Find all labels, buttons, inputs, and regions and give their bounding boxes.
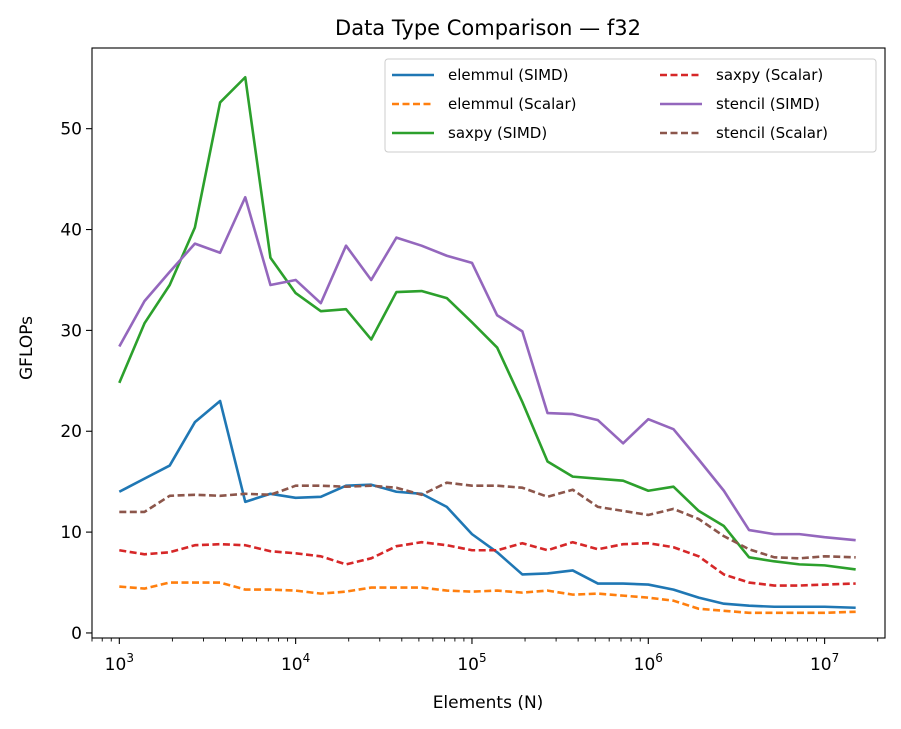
x-tick-label: 103: [105, 651, 134, 675]
x-tick-label: 104: [281, 651, 310, 675]
series-line-2: [118, 75, 856, 571]
y-axis: 0 10 20 30 40 50: [60, 120, 92, 644]
plot-area: [91, 47, 886, 639]
legend-label-3: saxpy (Scalar): [716, 66, 823, 84]
y-tick-label: 0: [71, 624, 82, 644]
chart-title: Data Type Comparison — f32: [335, 16, 641, 40]
series-line-5: [119, 481, 856, 560]
x-tick-label: 106: [634, 651, 663, 675]
legend: elemmul (SIMD) elemmul (Scalar) saxpy (SIM…: [384, 58, 877, 153]
y-tick-label: 30: [60, 321, 82, 341]
x-axis-title: Elements (N): [433, 693, 544, 713]
series-line-3: [119, 540, 856, 587]
legend-label-0: elemmul (SIMD): [448, 66, 568, 84]
legend-label-2: saxpy (SIMD): [448, 124, 547, 142]
legend-box: [384, 58, 877, 153]
y-tick-label: 10: [60, 523, 82, 543]
y-tick-label: 40: [60, 221, 82, 241]
legend-label-4: stencil (SIMD): [716, 95, 820, 113]
legend-label-5: stencil (Scalar): [716, 124, 828, 142]
y-tick-label: 20: [60, 422, 82, 442]
series-line-1: [119, 581, 856, 615]
x-tick-label: 107: [810, 651, 839, 675]
y-axis-title: GFLOPs: [17, 316, 37, 380]
series-line-4: [118, 195, 856, 542]
x-axis: 103 104 105 106 107: [91, 638, 879, 675]
legend-label-1: elemmul (Scalar): [448, 95, 576, 113]
y-tick-label: 50: [60, 120, 82, 140]
x-tick-label: 105: [457, 651, 486, 675]
plot-frame: [91, 47, 886, 639]
series-line-0: [118, 399, 856, 610]
